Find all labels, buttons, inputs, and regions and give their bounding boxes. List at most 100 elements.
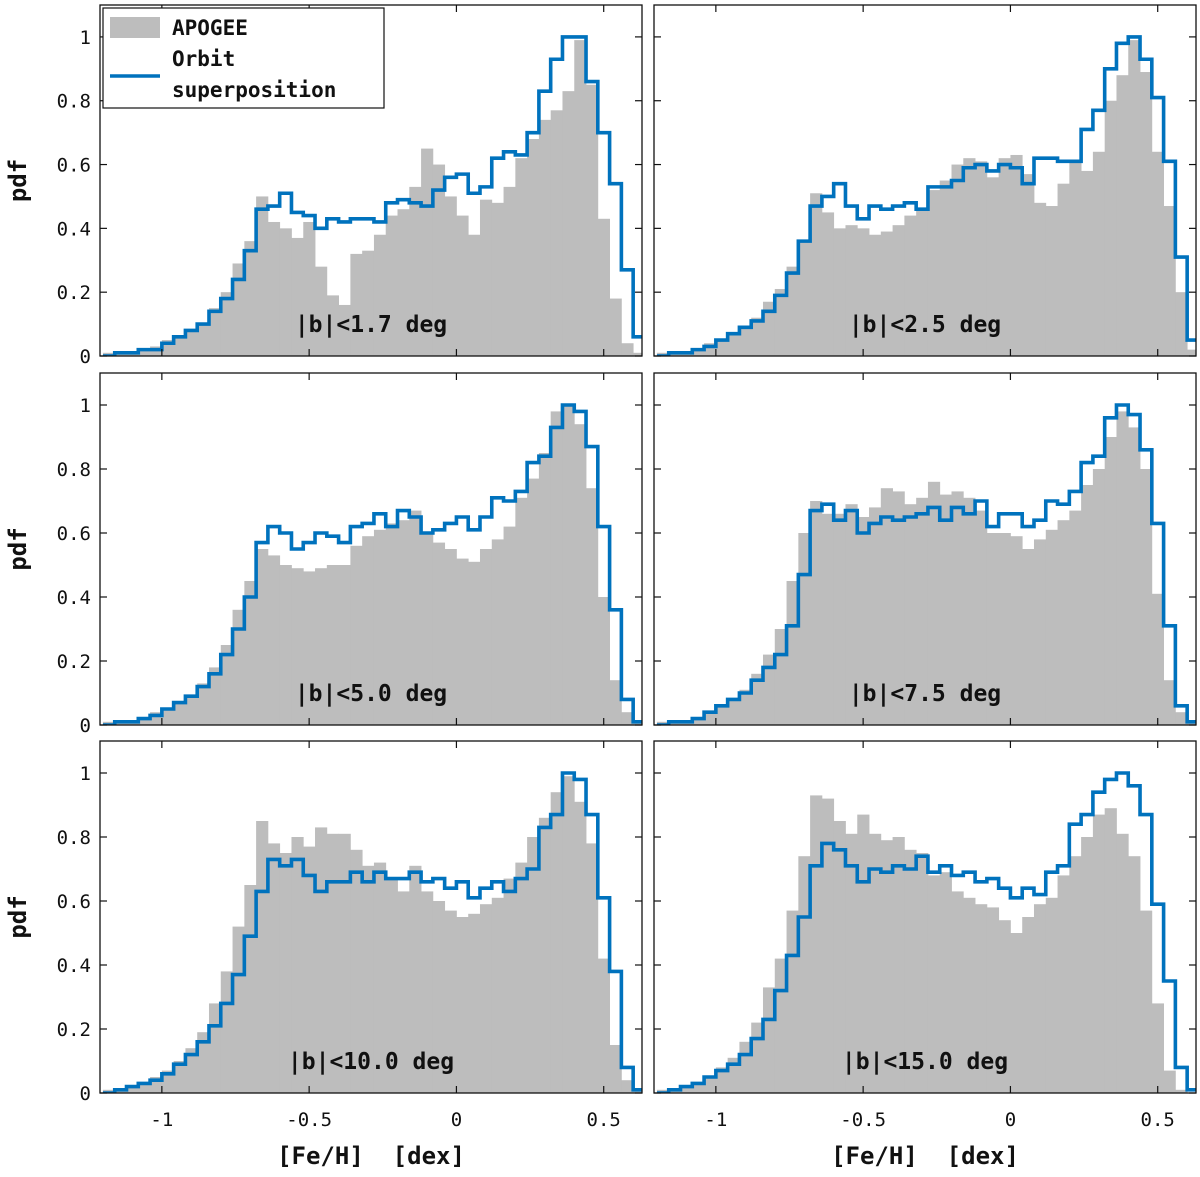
apogee-bar	[975, 161, 988, 356]
apogee-bar	[197, 1032, 210, 1093]
apogee-bar	[538, 453, 552, 725]
apogee-bar	[409, 510, 422, 725]
apogee-bar	[927, 190, 941, 356]
apogee-bar	[727, 333, 740, 356]
y-tick-label: 0.6	[57, 891, 91, 913]
apogee-bar	[975, 904, 988, 1093]
apogee-bar	[468, 234, 481, 356]
apogee-bar	[1140, 910, 1153, 1093]
y-tick-label: 0.8	[57, 827, 91, 849]
apogee-bar	[986, 907, 1000, 1093]
panel-1: |b|<1.7 deg 0 0.2 0.4 0.6 0.8 1 pdf APOGEE Orbit s…	[4, 4, 643, 368]
y-axis-label: pdf	[4, 527, 32, 570]
apogee-bar	[350, 849, 363, 1093]
apogee-bar	[1057, 520, 1070, 725]
panel-3: |b|<5.0 deg 0 0.2 0.4 0.6 0.8 1 pdf	[4, 372, 643, 737]
apogee-bar	[845, 833, 858, 1093]
apogee-bar	[869, 234, 882, 356]
apogee-bar	[138, 349, 151, 356]
apogee-bar	[986, 533, 1000, 725]
panel-5: |b|<10.0 deg 0 0.2 0.4 0.6 0.8 1 pdf -1 -0.5 0 0.5 […	[4, 740, 643, 1170]
y-tick-label: 0.4	[57, 587, 91, 609]
apogee-bar	[385, 523, 398, 725]
apogee-bar	[185, 330, 198, 356]
apogee-bar	[692, 349, 705, 356]
panel-6: |b|<15.0 deg -1 -0.5 0 0.5 [Fe/H] [dex]	[653, 740, 1197, 1170]
apogee-bar	[586, 488, 599, 725]
apogee-bar	[927, 481, 941, 725]
apogee-bar	[562, 405, 575, 725]
apogee-bar	[550, 411, 563, 725]
apogee-bar	[680, 1086, 693, 1093]
panel-plot-area	[656, 35, 1196, 356]
apogee-bar	[1104, 808, 1117, 1093]
panel-plot-area	[102, 771, 642, 1093]
apogee-bar	[350, 545, 363, 725]
apogee-bar	[479, 199, 493, 356]
legend-orbit-label: Orbit	[172, 47, 235, 71]
apogee-bar	[869, 833, 882, 1093]
apogee-bar	[1057, 875, 1070, 1093]
apogee-bar	[1128, 40, 1141, 356]
apogee-bar	[880, 840, 893, 1093]
apogee-bar	[1151, 1003, 1164, 1093]
apogee-bar	[267, 843, 281, 1093]
apogee-bar	[362, 536, 375, 725]
apogee-bar	[421, 891, 434, 1093]
apogee-bar	[1010, 154, 1023, 356]
apogee-bar	[704, 712, 717, 725]
apogee-bar	[279, 228, 292, 356]
apogee-bar	[963, 158, 976, 356]
apogee-bar	[515, 497, 528, 725]
apogee-bar	[1140, 72, 1153, 356]
apogee-bar	[456, 558, 469, 725]
apogee-bar	[715, 705, 729, 725]
apogee-bar	[1163, 206, 1176, 356]
panel-frame	[653, 740, 1197, 1094]
apogee-bar	[291, 568, 304, 725]
apogee-bar	[397, 520, 410, 725]
y-tick-label: 0.8	[57, 91, 91, 113]
apogee-bar	[904, 215, 917, 356]
x-tick-label: 0.5	[587, 1109, 621, 1131]
y-tick-label: 1	[80, 763, 91, 785]
apogee-bar	[574, 424, 587, 725]
apogee-bar	[232, 263, 245, 356]
apogee-bar	[562, 91, 575, 356]
apogee-bar	[869, 507, 882, 725]
apogee-bar	[256, 821, 269, 1093]
apogee-bar	[538, 119, 552, 356]
apogee-bar	[597, 218, 610, 356]
apogee-bar	[1045, 529, 1058, 725]
apogee-bar	[998, 533, 1011, 725]
apogee-bar	[315, 568, 328, 725]
apogee-bar	[444, 549, 457, 725]
apogee-bar	[197, 683, 210, 725]
apogee-bar	[1022, 549, 1035, 725]
apogee-bar	[315, 266, 328, 356]
apogee-bar	[927, 875, 941, 1093]
orbit-superposition-line	[656, 771, 1196, 1093]
y-tick-label: 0	[80, 715, 91, 737]
apogee-bar	[267, 555, 281, 725]
orbit-superposition-line	[656, 403, 1196, 725]
apogee-bar	[1092, 151, 1106, 356]
apogee-bar	[1187, 349, 1196, 356]
apogee-bar	[904, 849, 917, 1093]
apogee-bar	[1022, 174, 1035, 356]
apogee-bar	[303, 221, 316, 356]
apogee-bar	[857, 814, 870, 1093]
apogee-bar	[951, 891, 964, 1093]
apogee-bar	[362, 865, 375, 1093]
apogee-bar	[986, 177, 1000, 356]
apogee-bar	[704, 1077, 717, 1093]
apogee-bar	[527, 837, 540, 1093]
apogee-bar	[633, 352, 642, 356]
y-tick-label: 0.6	[57, 523, 91, 545]
apogee-bar	[197, 324, 210, 356]
apogee-bar	[963, 897, 976, 1093]
apogee-bar	[892, 491, 905, 725]
apogee-bar	[1081, 170, 1094, 356]
apogee-bar	[609, 680, 622, 725]
y-tick-label: 0.4	[57, 218, 91, 240]
